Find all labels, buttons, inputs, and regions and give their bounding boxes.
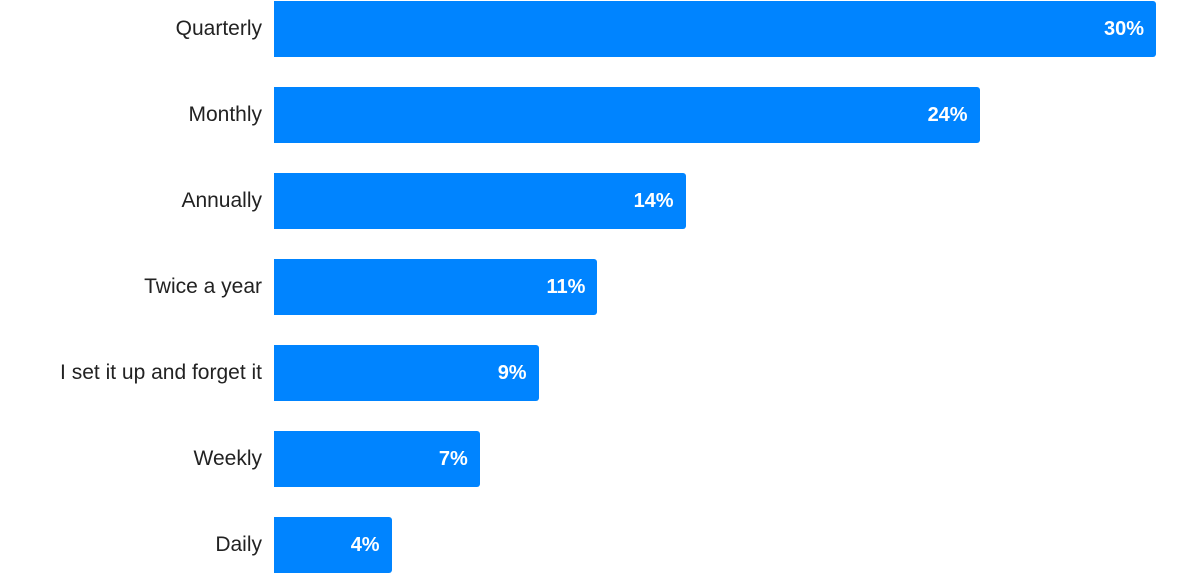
value-label: 9%: [497, 361, 527, 384]
bar: 14%: [274, 173, 686, 229]
value-label: 7%: [438, 447, 468, 470]
value-label: 4%: [350, 533, 380, 556]
category-label: Twice a year: [144, 275, 262, 298]
value-label: 14%: [633, 189, 674, 212]
bar: 30%: [274, 1, 1156, 57]
value-label: 11%: [546, 275, 586, 298]
value-label: 30%: [1103, 17, 1144, 40]
category-label: Monthly: [188, 103, 262, 126]
bar: 4%: [274, 517, 392, 573]
category-label: Weekly: [193, 447, 262, 470]
category-label: I set it up and forget it: [60, 361, 262, 384]
category-label: Quarterly: [175, 17, 262, 40]
category-label: Daily: [215, 533, 262, 556]
bar: 24%: [274, 87, 980, 143]
bar: 7%: [274, 431, 480, 487]
bar: 9%: [274, 345, 539, 401]
bar: 11%: [274, 259, 598, 315]
value-label: 24%: [927, 103, 968, 126]
category-label: Annually: [181, 189, 262, 212]
